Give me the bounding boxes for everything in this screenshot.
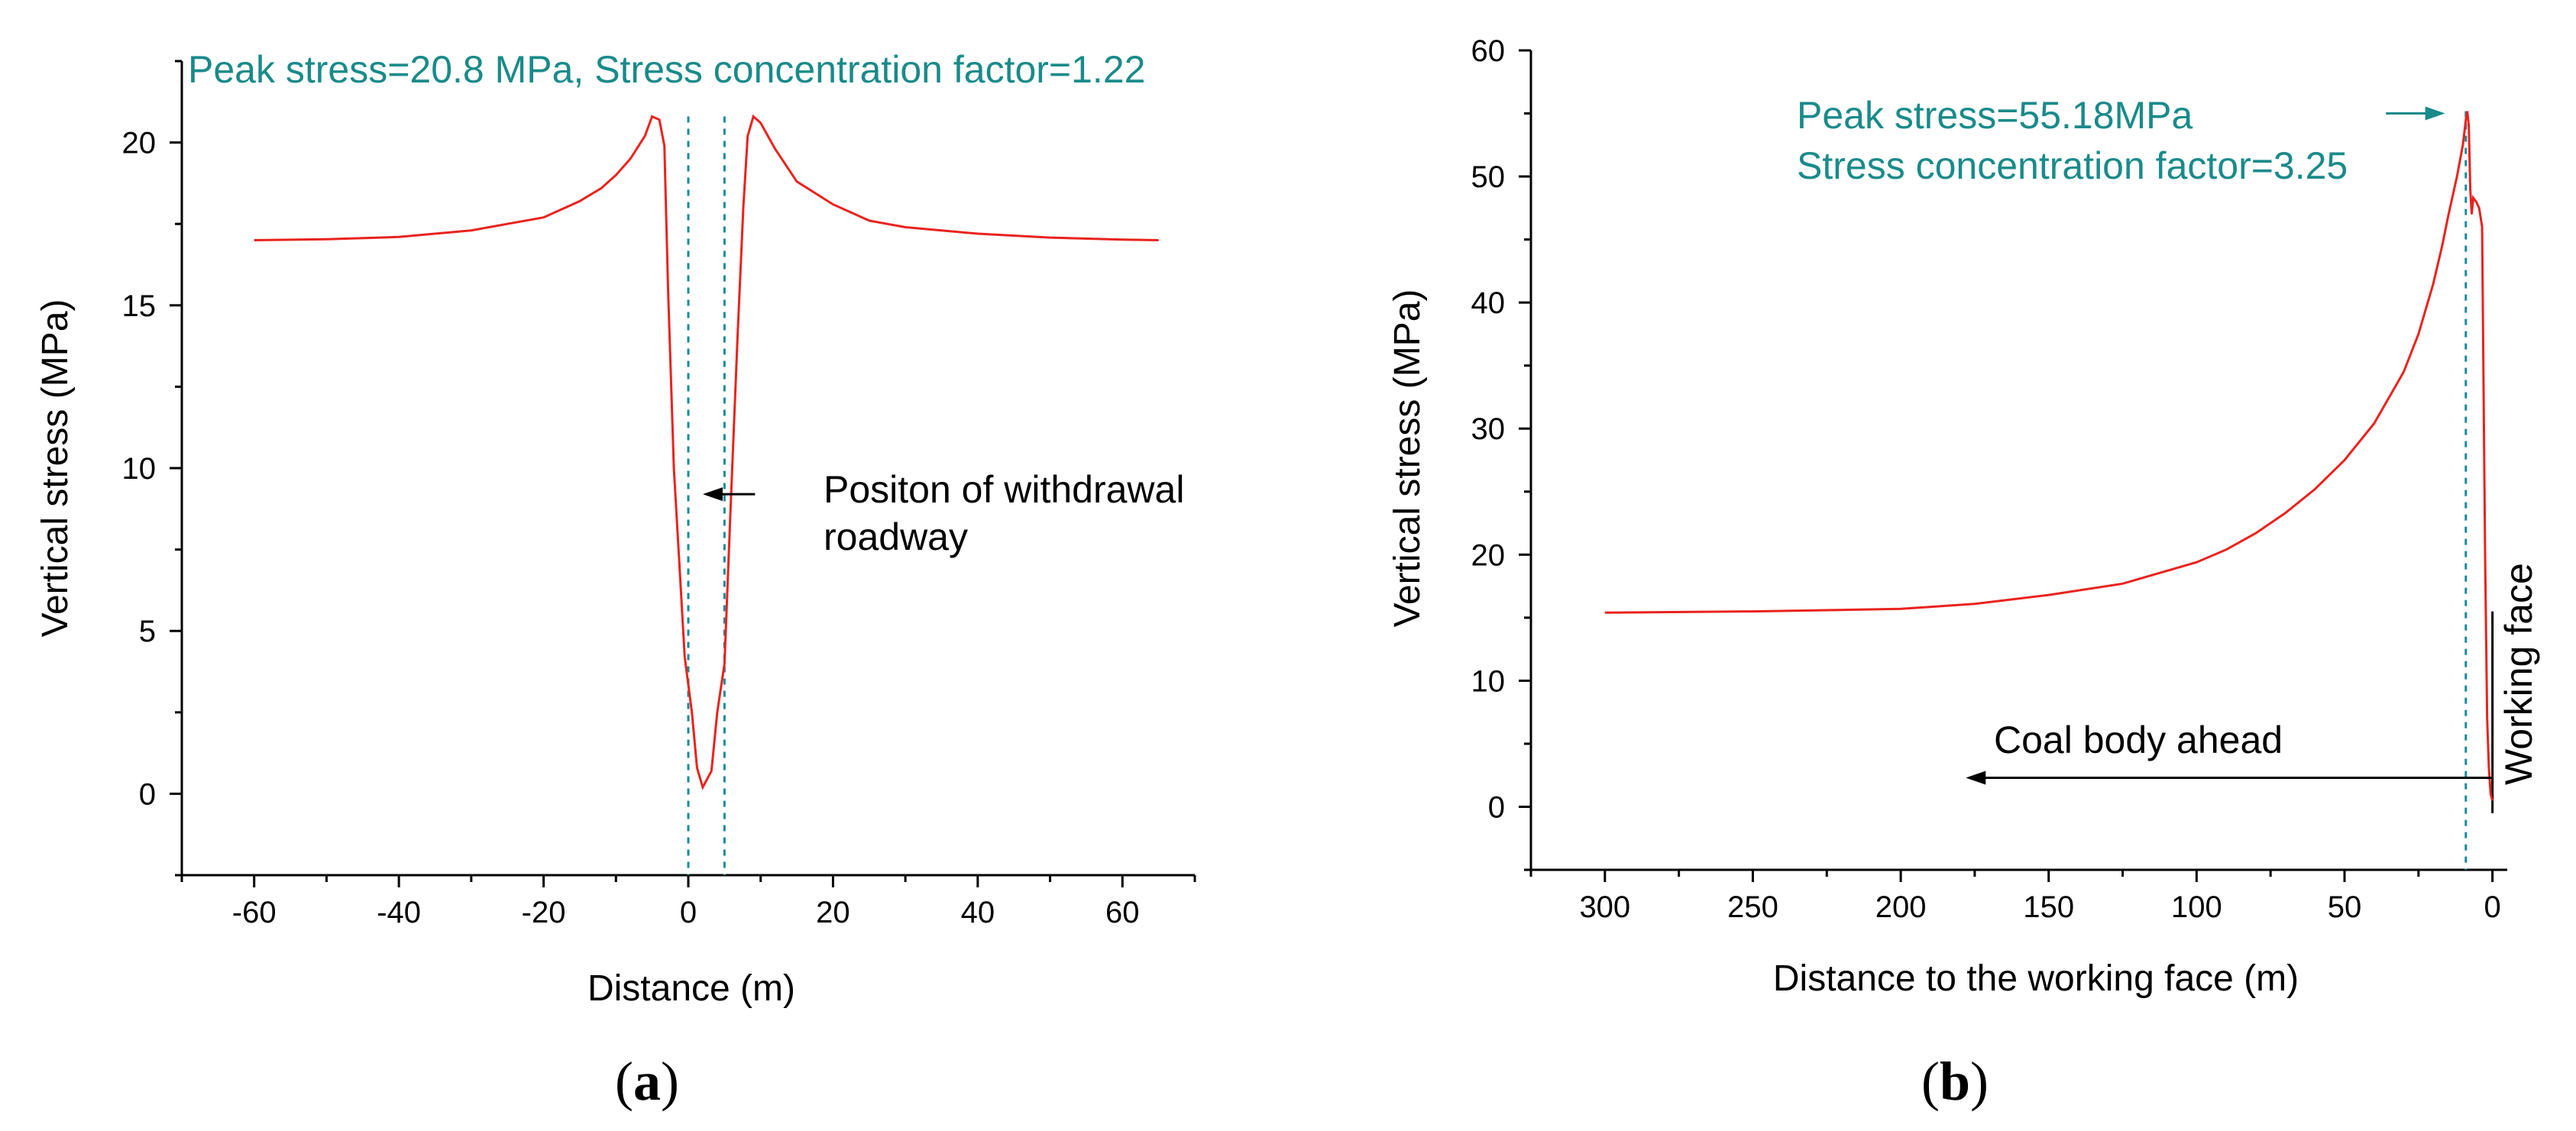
panel-a-position-label-line2: roadway	[824, 515, 968, 558]
panel-a-position-arrow	[702, 487, 756, 502]
panel-b-x-tick-label: 0	[2484, 890, 2501, 924]
panel-a-y-tick-label: 5	[139, 615, 156, 648]
panel-a-x-tick-label: -20	[522, 896, 566, 929]
panel-a-x-tick-label: 60	[1105, 896, 1140, 929]
panel-b-letter: b	[1940, 1051, 1970, 1112]
panel-b-x-tick-label: 150	[2023, 890, 2074, 924]
panel-b-x-tick-label: 100	[2171, 890, 2222, 924]
panel-b-y-tick-label: 50	[1471, 160, 1506, 194]
panel-b-guide-lines	[2464, 111, 2494, 870]
panel-b-label: (b)	[1921, 1051, 1989, 1112]
panel-a-x-axis-title: Distance (m)	[587, 968, 795, 1009]
panel-b-y-tick-label: 10	[1471, 664, 1506, 698]
panel-b-y-tick-label: 30	[1471, 412, 1506, 446]
panel-a-y-tick-label: 0	[139, 777, 156, 811]
panel-b-x-tick-label: 300	[1579, 890, 1630, 924]
panel-b-x-axis-title: Distance to the working face (m)	[1773, 958, 2299, 999]
panel-b-coal-body-label: Coal body ahead	[1994, 719, 2283, 761]
panel-b-y-tick-label: 20	[1471, 538, 1506, 572]
panel-b-ticks: 300 250 200 150 100 50 0 0 10 20 30 40 50 60	[1471, 34, 2501, 924]
panel-b-peak-arrow-head	[2425, 106, 2445, 121]
panel-a-y-tick-label: 20	[122, 127, 157, 160]
panel-a-peak-annotation: Peak stress=20.8 MPa, Stress concentrati…	[188, 48, 1145, 91]
panel-b-y-axis-title: Vertical stress (MPa)	[1387, 289, 1428, 628]
panel-a-chart: -60 -40 -20 0 20 40 60 0 5 10 15 20 Peak stress=20.…	[35, 48, 1196, 1112]
panel-b-arrows	[1966, 106, 2493, 785]
panel-b-chart: 300 250 200 150 100 50 0 0 10 20 30 40 50 60 Peak str…	[1387, 34, 2540, 1112]
panel-a-letter: a	[633, 1051, 661, 1112]
panel-a-x-tick-label: 20	[816, 896, 850, 929]
panel-a-label: (a)	[615, 1051, 679, 1112]
panel-b-y-tick-label: 40	[1471, 286, 1506, 320]
panel-a-guide-lines	[687, 116, 726, 875]
panel-b-peak-annotation-line1: Peak stress=55.18MPa	[1797, 94, 2193, 137]
panel-b-x-tick-label: 250	[1727, 890, 1778, 924]
panel-a-stress-curve	[254, 114, 1159, 790]
panel-a-ticks: -60 -40 -20 0 20 40 60 0 5 10 15 20	[122, 60, 1196, 929]
panel-a-y-tick-label: 10	[122, 452, 157, 486]
panel-a-position-label-line1: Positon of withdrawal	[824, 468, 1184, 511]
panel-a-x-tick-label: -40	[377, 896, 421, 929]
panel-b-stress-curve	[1604, 111, 2494, 801]
panel-a-y-axis-title: Vertical stress (MPa)	[35, 299, 76, 638]
panel-a-x-tick-label: 40	[961, 896, 995, 929]
panel-a-x-tick-label: -60	[232, 896, 277, 929]
panel-b-x-tick-label: 50	[2328, 890, 2362, 924]
panel-b-peak-annotation-line2: Stress concentration factor=3.25	[1797, 144, 2348, 187]
panel-b-x-tick-label: 200	[1875, 890, 1927, 924]
panel-a-x-tick-label: 0	[680, 896, 697, 929]
panel-b-y-tick-label: 0	[1488, 790, 1505, 824]
panel-a-y-tick-label: 15	[122, 289, 157, 323]
panel-b-working-face-label: Working face	[2497, 563, 2540, 785]
panel-b-coal-arrow-head	[1966, 771, 1986, 785]
panel-b-y-tick-label: 60	[1471, 34, 1506, 68]
panel-a-arrow-head	[702, 487, 723, 502]
